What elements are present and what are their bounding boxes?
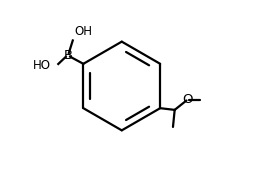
Text: B: B xyxy=(63,49,73,62)
Text: HO: HO xyxy=(33,59,51,72)
Text: OH: OH xyxy=(74,25,92,38)
Text: O: O xyxy=(182,93,193,106)
